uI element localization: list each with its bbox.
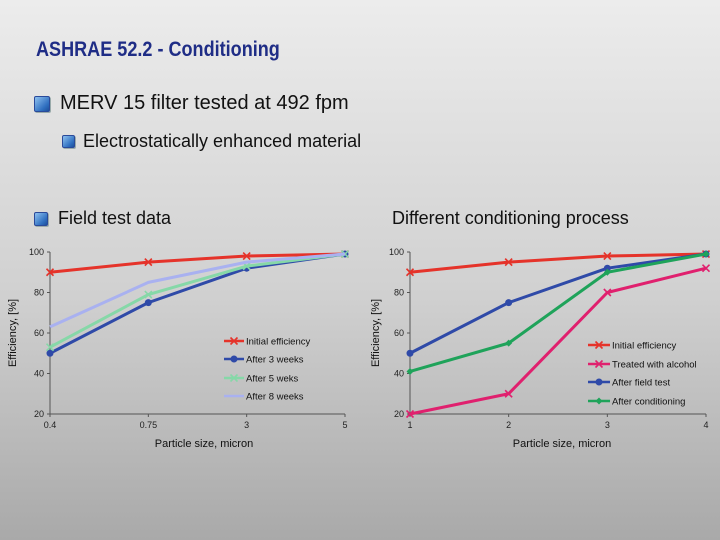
chart1-series-3-point	[45, 343, 55, 352]
chart1-series-3-point-b	[45, 343, 55, 352]
chart1-legend-label: After 3 weeks	[246, 355, 304, 366]
chart2-series-1-point	[405, 268, 415, 277]
chart2-series-1-point-b	[504, 258, 513, 267]
chart1-y-axis-label: Efficiency, [%]	[7, 299, 19, 367]
chart1-series-2-point	[46, 349, 54, 357]
conditioning-subheading: Different conditioning process	[392, 208, 629, 228]
chart2-plot-area	[410, 252, 706, 414]
chart2-series-4-point	[505, 339, 513, 347]
bullet-square-icon	[62, 135, 75, 148]
chart2-series-1-line	[409, 252, 707, 274]
chart2-series-4-point	[603, 268, 611, 276]
chart2-legend-marker	[594, 359, 604, 369]
chart2-y-tick-label: 20	[394, 409, 404, 419]
chart2-series-2-line	[409, 266, 707, 416]
chart1-x-tick-label: 0.4	[44, 420, 57, 430]
chart1-x-tick-label: 0.75	[140, 420, 158, 430]
bullet-material: Electrostatically enhanced material	[62, 131, 361, 152]
chart2-x-tick-label: 3	[605, 420, 610, 430]
chart2-series-2-point-b	[504, 389, 513, 398]
chart1-series-3-point	[144, 290, 153, 299]
chart1-series-1-point-b	[45, 268, 55, 277]
chart2-series-1-point-b	[405, 268, 415, 277]
chart1-x-tick-label: 5	[342, 420, 347, 430]
chart2-y-tick-label: 80	[394, 288, 404, 298]
chart2-y-tick-label: 60	[394, 328, 404, 338]
chart1-legend-label: Initial efficiency	[246, 337, 310, 348]
chart1-y-tick-label: 80	[34, 288, 44, 298]
chart1-series-1-point-b	[242, 251, 251, 261]
chart1-series-1-line	[49, 252, 346, 274]
chart1-series-1-point	[242, 251, 251, 261]
bullet-field-test-text: Field test data	[58, 208, 172, 228]
chart1-series-3-point-b	[144, 290, 153, 299]
chart1-y-tick-label: 20	[34, 409, 44, 419]
bullet-square-icon	[34, 211, 48, 226]
chart2-series-2-point	[405, 409, 415, 419]
chart2-x-axis-label: Particle size, micron	[513, 438, 611, 450]
chart2-series-1-point	[504, 258, 513, 267]
chart2-legend-marker-b	[594, 359, 604, 369]
chart2-series-3-point	[505, 299, 513, 307]
chart2-legend-label: After conditioning	[612, 397, 685, 408]
chart1-series-2-point	[144, 299, 152, 307]
chart2-series-2-point	[701, 264, 711, 273]
chart2-legend-label: Treated with alcohol	[612, 360, 697, 371]
chart2-series-4-point	[702, 250, 710, 258]
chart2-series-2-point-b	[603, 288, 612, 297]
bullet-merv: MERV 15 filter tested at 492 fpm	[34, 92, 349, 115]
chart2-x-tick-label: 4	[703, 420, 708, 430]
chart2-x-tick-label: 1	[407, 420, 412, 430]
chart2-y-axis-label: Efficiency, [%]	[370, 299, 382, 367]
chart1-series-3-point-b	[242, 262, 251, 271]
slide-title: ASHRAE 52.2 - Conditioning	[36, 38, 280, 61]
bullet-square-icon	[34, 95, 50, 112]
chart1-series-3-line	[49, 252, 346, 349]
chart2-series-2-point-b	[405, 409, 415, 419]
chart2-y-tick-label: 100	[389, 247, 404, 257]
chart2-series-2-point	[603, 288, 612, 297]
chart2-series-2-point	[504, 389, 513, 398]
chart1-y-tick-label: 60	[34, 328, 44, 338]
chart2-y-tick-label: 40	[394, 369, 404, 379]
chart1-series-1-point-b	[144, 258, 153, 267]
chart1-series-1-point	[45, 268, 55, 277]
chart1-y-tick-label: 40	[34, 369, 44, 379]
chart1-legend-marker-b	[229, 336, 239, 346]
chart2-legend-marker	[595, 397, 603, 405]
chart1-legend-marker-b	[229, 373, 239, 383]
chart1-y-tick-label: 100	[29, 247, 44, 257]
chart1-legend-marker	[229, 336, 239, 346]
chart2-series-1-point-b	[603, 251, 612, 261]
chart2-legend-label: After field test	[612, 378, 670, 389]
chart2-series-3-point	[603, 264, 611, 272]
chart1-x-axis-label: Particle size, micron	[155, 438, 253, 450]
bullet-field-test: Field test data	[34, 208, 171, 229]
bullet-material-text: Electrostatically enhanced material	[83, 131, 362, 151]
chart2-legend-marker	[595, 378, 603, 386]
chart1-legend-label: After 8 weeks	[246, 392, 304, 403]
chart2-series-4-point	[406, 367, 414, 375]
chart2-legend-marker-b	[594, 340, 604, 350]
chart2-series-3-line	[409, 252, 707, 355]
chart1-legend-marker	[229, 373, 239, 383]
chart1-legend-label: After 5 weks	[246, 374, 299, 385]
chart2-x-tick-label: 2	[506, 420, 511, 430]
chart2-legend-label: Initial efficiency	[612, 341, 676, 352]
chart2-series-3-point	[406, 349, 414, 357]
chart1-series-1-point	[144, 258, 153, 267]
chart2-series-2-point-b	[701, 264, 711, 273]
chart2-series-1-point	[603, 251, 612, 261]
chart1-plot-area	[50, 252, 345, 414]
chart2-series-4-line	[409, 252, 707, 373]
bullet-merv-text: MERV 15 filter tested at 492 fpm	[60, 92, 349, 114]
chart1-series-4-line	[49, 252, 346, 329]
chart2-legend-marker	[594, 340, 604, 350]
chart1-legend-marker	[230, 355, 238, 363]
chart1-x-tick-label: 3	[244, 420, 249, 430]
